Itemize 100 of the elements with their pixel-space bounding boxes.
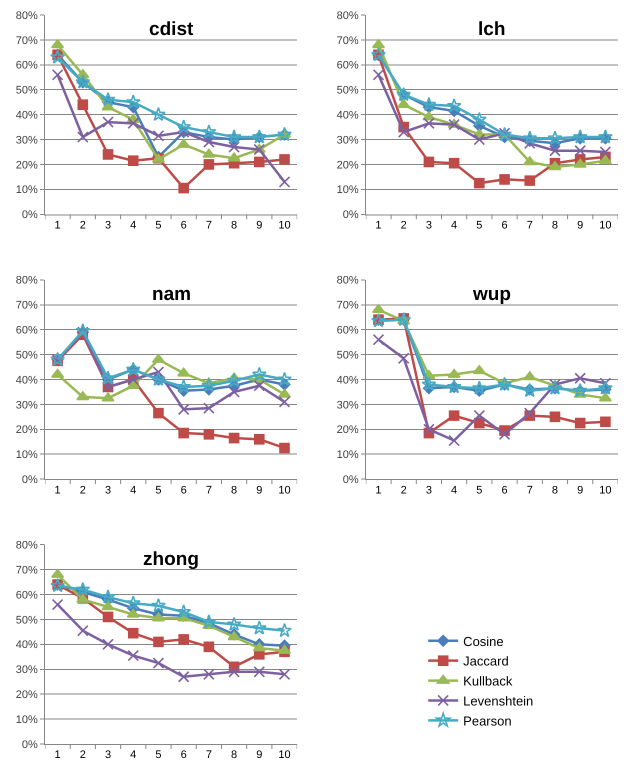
y-tick-label: 0% <box>22 474 38 486</box>
y-tick-label: 0% <box>342 474 359 486</box>
y-tick-label: 60% <box>336 60 359 72</box>
chart-title: zhong <box>143 549 199 570</box>
legend-label: Levenshtein <box>463 694 534 709</box>
y-tick-label: 30% <box>336 399 359 412</box>
x-tick-label: 7 <box>206 484 212 496</box>
x-tick-label: 8 <box>231 484 238 496</box>
x-tick-label: 7 <box>526 219 533 232</box>
x-tick-label: 3 <box>104 219 112 232</box>
x-tick-label: 2 <box>80 219 86 232</box>
y-tick-label: 10% <box>16 184 38 196</box>
y-tick-label: 80% <box>16 540 38 552</box>
x-tick-label: 5 <box>155 749 162 762</box>
legend-label: Cosine <box>463 634 504 649</box>
x-tick-label: 7 <box>526 484 533 496</box>
y-tick-label: 70% <box>336 34 359 47</box>
y-tick-label: 40% <box>16 109 38 122</box>
x-tick-label: 10 <box>599 219 612 232</box>
x-tick-label: 3 <box>426 219 432 232</box>
x-tick-label: 10 <box>599 484 612 496</box>
x-tick-label: 4 <box>130 749 136 762</box>
y-tick-label: 40% <box>16 639 38 652</box>
x-tick-label: 4 <box>130 484 136 496</box>
y-tick-label: 10% <box>336 184 359 196</box>
y-tick-label: 0% <box>22 209 38 222</box>
x-tick-label: 1 <box>54 749 61 762</box>
x-tick-label: 8 <box>231 219 238 232</box>
y-tick-label: 0% <box>342 209 359 222</box>
chart-title: lch <box>478 19 506 40</box>
y-tick-label: 50% <box>16 349 38 362</box>
y-tick-label: 40% <box>336 374 359 386</box>
x-tick-label: 4 <box>130 219 136 232</box>
y-tick-label: 60% <box>336 324 359 337</box>
chart-title: cdist <box>149 19 194 40</box>
x-tick-label: 5 <box>476 219 482 232</box>
x-tick-label: 5 <box>155 484 162 496</box>
y-tick-label: 50% <box>336 349 359 362</box>
x-tick-label: 2 <box>400 219 407 232</box>
x-tick-label: 1 <box>54 484 61 496</box>
x-tick-label: 5 <box>476 484 482 496</box>
y-tick-label: 20% <box>16 424 38 436</box>
y-tick-label: 70% <box>16 34 38 47</box>
legend-label: Kullback <box>463 674 513 689</box>
legend-label: Pearson <box>463 713 512 728</box>
x-tick-label: 6 <box>180 219 187 232</box>
y-tick-label: 40% <box>16 374 38 386</box>
x-tick-label: 2 <box>80 749 86 762</box>
x-tick-label: 9 <box>577 484 584 496</box>
x-tick-label: 10 <box>278 484 291 496</box>
y-tick-label: 10% <box>16 714 38 726</box>
y-tick-label: 50% <box>16 614 38 626</box>
x-tick-label: 5 <box>155 219 162 232</box>
y-tick-label: 80% <box>16 10 38 22</box>
y-tick-label: 10% <box>336 449 359 462</box>
x-tick-label: 4 <box>451 219 458 232</box>
x-tick-label: 4 <box>451 484 458 496</box>
y-tick-label: 30% <box>16 664 38 676</box>
x-tick-label: 8 <box>552 219 558 232</box>
y-tick-label: 10% <box>16 449 38 462</box>
y-tick-label: 20% <box>16 689 38 702</box>
x-tick-label: 3 <box>104 749 112 762</box>
y-tick-label: 70% <box>336 300 359 312</box>
x-tick-label: 9 <box>256 219 262 232</box>
y-tick-label: 70% <box>16 300 38 312</box>
y-tick-label: 0% <box>22 738 38 751</box>
chart-title: nam <box>152 284 192 305</box>
legend-label: Jaccard <box>463 654 509 669</box>
y-tick-label: 20% <box>336 159 359 172</box>
x-tick-label: 6 <box>501 219 508 232</box>
y-tick-label: 80% <box>16 274 38 287</box>
x-tick-label: 7 <box>206 219 212 232</box>
y-tick-label: 20% <box>16 159 38 172</box>
y-tick-label: 30% <box>336 134 359 146</box>
y-tick-label: 60% <box>16 589 38 602</box>
y-tick-label: 70% <box>16 564 38 576</box>
y-tick-label: 60% <box>16 60 38 72</box>
y-tick-label: 60% <box>16 324 38 337</box>
x-tick-label: 6 <box>180 484 187 496</box>
x-tick-label: 8 <box>552 484 558 496</box>
x-tick-label: 9 <box>256 749 262 762</box>
x-tick-label: 6 <box>501 484 508 496</box>
x-tick-label: 1 <box>375 219 382 232</box>
y-tick-label: 40% <box>336 109 359 122</box>
chart-title: wup <box>472 284 511 305</box>
y-tick-label: 50% <box>16 84 38 97</box>
y-tick-label: 30% <box>16 399 38 412</box>
y-tick-label: 30% <box>16 134 38 146</box>
y-tick-label: 50% <box>336 84 359 97</box>
x-tick-label: 3 <box>104 484 112 496</box>
x-tick-label: 9 <box>577 219 584 232</box>
y-tick-label: 20% <box>336 424 359 436</box>
x-tick-label: 3 <box>426 484 432 496</box>
x-tick-label: 2 <box>400 484 407 496</box>
x-tick-label: 8 <box>231 749 238 762</box>
x-tick-label: 9 <box>256 484 262 496</box>
y-tick-label: 80% <box>336 10 359 22</box>
x-tick-label: 10 <box>278 219 291 232</box>
x-tick-label: 1 <box>54 219 61 232</box>
x-tick-label: 7 <box>206 749 212 762</box>
